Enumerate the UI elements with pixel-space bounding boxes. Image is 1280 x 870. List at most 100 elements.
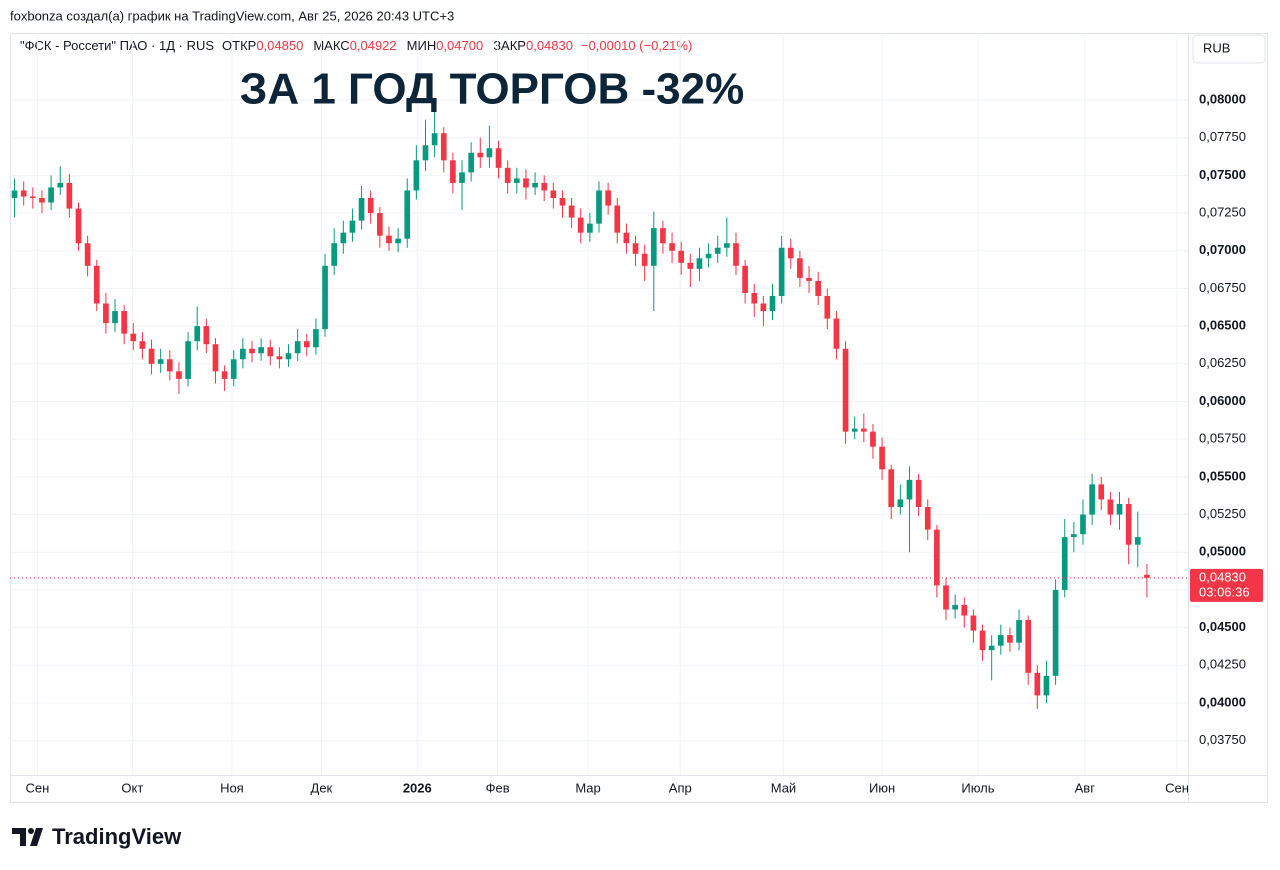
- candle-body: [897, 499, 904, 507]
- candle-body: [495, 148, 502, 168]
- symbol: "ФСК - Россети" ПАО · 1Д · RUS: [20, 38, 214, 53]
- ohlc-label: ЗАКР: [493, 38, 526, 53]
- candle-body: [93, 265, 100, 304]
- x-tick-label: Сен: [25, 780, 49, 795]
- candle-body: [760, 303, 767, 312]
- candle-body: [733, 243, 739, 266]
- change: −0,00010 (−0,21%): [581, 38, 692, 53]
- candle-body: [1144, 574, 1150, 578]
- candle-body: [1025, 620, 1032, 673]
- candle-body: [742, 265, 748, 293]
- x-tick-label: Мар: [575, 780, 600, 795]
- candle-body: [1125, 503, 1132, 545]
- candle-body: [714, 247, 721, 254]
- candle-body: [39, 198, 45, 203]
- candle-body: [103, 303, 109, 324]
- candle-body: [1071, 534, 1077, 538]
- price-tag-countdown: 03:06:36: [1199, 584, 1250, 599]
- candle-body: [377, 213, 383, 236]
- candle-body: [395, 238, 401, 244]
- candle-body: [349, 220, 356, 233]
- ohlc-label: ОТКР: [222, 38, 256, 53]
- candle-body: [860, 428, 867, 432]
- ohlc-value: 0,04922: [350, 38, 397, 53]
- annotation: ЗА 1 ГОД ТОРГОВ -32%: [240, 65, 745, 114]
- candle-body: [751, 292, 758, 304]
- candle-body: [915, 479, 922, 507]
- candle-body: [112, 311, 118, 324]
- legend-line: "ФСК - Россети" ПАО · 1Д · RUS ОТКР0,0485…: [20, 38, 692, 53]
- x-tick-label: Окт: [121, 780, 143, 795]
- candle-body: [75, 208, 82, 244]
- y-tick-label: 0,06500: [1199, 318, 1246, 333]
- candle-body: [961, 604, 968, 616]
- candle-body: [20, 190, 27, 197]
- logo-text[interactable]: TradingView: [52, 824, 182, 849]
- candle-body: [212, 344, 219, 372]
- candle-body: [450, 160, 456, 183]
- candle-body: [504, 167, 511, 183]
- candle-body: [660, 228, 666, 244]
- candle-body: [596, 190, 602, 224]
- candle-body: [833, 318, 840, 349]
- candle-body: [778, 247, 785, 296]
- candle-body: [769, 295, 776, 312]
- candle-body: [623, 232, 630, 244]
- candle-body: [806, 277, 812, 281]
- candle-body: [1016, 620, 1022, 643]
- y-tick-label: 0,05500: [1199, 468, 1246, 483]
- candle-body: [906, 479, 913, 500]
- candle-body: [322, 265, 328, 330]
- y-tick-label: 0,05250: [1199, 506, 1246, 521]
- x-tick-label: Июн: [869, 780, 895, 795]
- candle-body: [130, 333, 137, 342]
- candle-body: [240, 348, 246, 360]
- candle-body: [48, 187, 54, 203]
- attribution: foxbonza создал(а) график на TradingView…: [10, 8, 454, 23]
- candle-body: [879, 446, 885, 470]
- x-tick-label: 2026: [403, 780, 432, 795]
- ohlc-value: 0,04700: [436, 38, 483, 53]
- candle-body: [66, 182, 73, 209]
- candle-body: [1061, 537, 1068, 590]
- candle-body: [797, 258, 803, 278]
- candle-body: [1080, 514, 1086, 535]
- x-tick-label: Май: [771, 780, 796, 795]
- candle-body: [541, 182, 548, 191]
- candle-body: [979, 630, 986, 651]
- y-tick-label: 0,05000: [1199, 544, 1246, 559]
- candle-body: [924, 506, 931, 530]
- candle-body: [358, 198, 365, 221]
- y-tick-label: 0,04500: [1199, 619, 1246, 634]
- candle-body: [1098, 484, 1105, 500]
- currency[interactable]: RUB: [1203, 40, 1230, 55]
- candle-body: [1034, 672, 1041, 696]
- candle-body: [276, 356, 283, 360]
- price-tag-value: 0,04830: [1199, 569, 1246, 584]
- candle-body: [632, 243, 639, 254]
- candle-body: [267, 347, 274, 357]
- candle-body: [221, 371, 228, 379]
- candle-body: [532, 182, 538, 188]
- chart-frame: [10, 33, 1268, 803]
- y-tick-label: 0,06000: [1199, 393, 1246, 408]
- ohlc-legend: "ФСК - Россети" ПАО · 1Д · RUS ОТКР0,0485…: [20, 38, 692, 53]
- candle-body: [787, 247, 794, 259]
- candle-body: [550, 190, 557, 199]
- candle-body: [997, 635, 1004, 646]
- ohlc-value: 0,04850: [256, 38, 303, 53]
- candle-body: [11, 190, 18, 199]
- candle-body: [1043, 675, 1050, 696]
- currency-box[interactable]: [1192, 34, 1266, 64]
- ohlc-value: 0,04830: [526, 38, 573, 53]
- candle-body: [650, 228, 657, 266]
- candle-body: [943, 585, 949, 610]
- candle-body: [696, 258, 703, 269]
- candle-body: [386, 235, 392, 244]
- candle-body: [340, 232, 347, 244]
- candle-body: [294, 341, 301, 354]
- candle-body: [1107, 499, 1114, 515]
- y-tick-label: 0,07750: [1199, 129, 1246, 144]
- price-tag: [1190, 568, 1263, 602]
- candle-body: [870, 431, 876, 447]
